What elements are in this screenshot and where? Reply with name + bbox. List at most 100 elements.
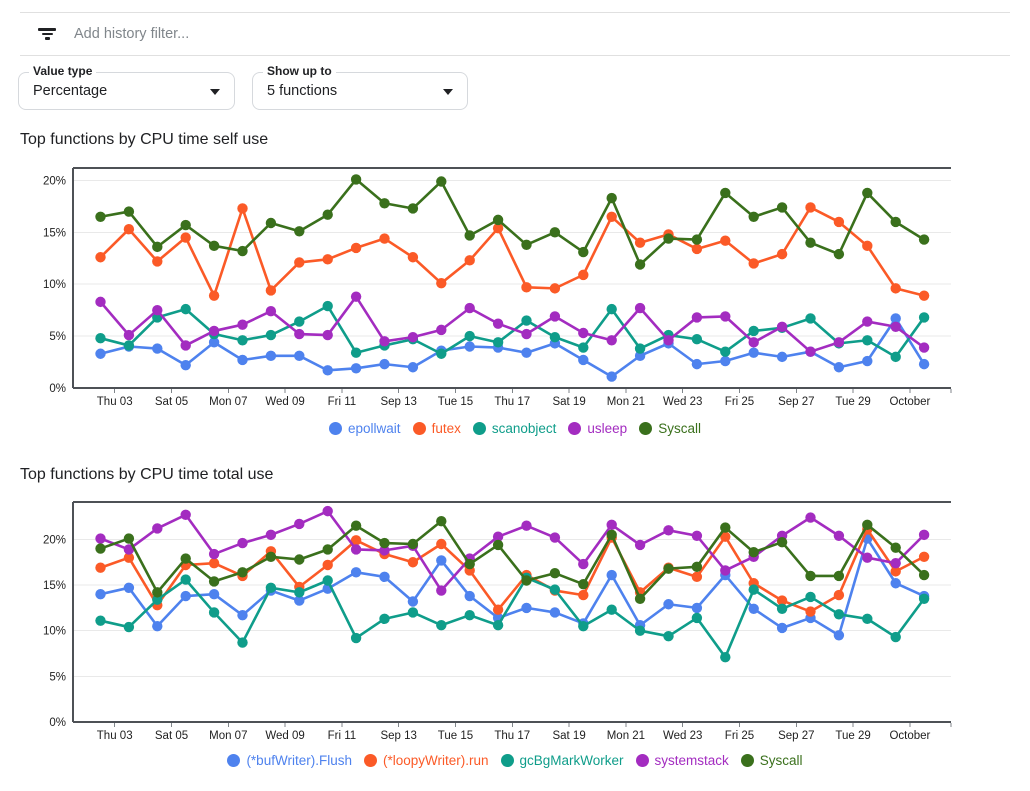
data-point[interactable]	[918, 551, 930, 562]
data-point[interactable]	[549, 584, 561, 595]
data-point[interactable]	[634, 593, 646, 604]
data-point[interactable]	[208, 290, 220, 301]
data-point[interactable]	[549, 568, 561, 579]
data-point[interactable]	[436, 176, 447, 187]
data-point[interactable]	[748, 547, 759, 558]
data-point[interactable]	[237, 335, 248, 346]
data-point[interactable]	[95, 533, 106, 544]
data-point[interactable]	[379, 198, 390, 209]
data-point[interactable]	[379, 336, 390, 347]
data-point[interactable]	[578, 246, 589, 258]
data-point[interactable]	[436, 585, 447, 596]
data-point[interactable]	[464, 302, 475, 314]
data-point[interactable]	[862, 613, 873, 625]
data-point[interactable]	[180, 340, 191, 351]
data-point[interactable]	[691, 312, 703, 323]
data-point[interactable]	[833, 570, 845, 582]
data-point[interactable]	[436, 277, 447, 289]
legend-item[interactable]: Syscall	[639, 421, 701, 436]
data-point[interactable]	[890, 216, 901, 228]
data-point[interactable]	[237, 245, 248, 257]
legend-item[interactable]: futex	[412, 421, 461, 436]
data-point[interactable]	[152, 241, 163, 253]
data-point[interactable]	[407, 203, 419, 214]
data-point[interactable]	[208, 548, 220, 560]
data-point[interactable]	[492, 337, 504, 348]
data-point[interactable]	[265, 285, 277, 296]
cpu-self-use-chart[interactable]: 0% 5% 10% 15% 20% Thu 03 Sat 05 Mon 07 Wed 09 Fri…	[0, 160, 1030, 412]
data-point[interactable]	[322, 300, 333, 312]
data-point[interactable]	[95, 562, 106, 573]
data-point[interactable]	[606, 371, 617, 382]
data-point[interactable]	[294, 257, 305, 268]
data-point[interactable]	[606, 519, 617, 531]
data-point[interactable]	[123, 206, 135, 217]
data-point[interactable]	[833, 216, 845, 228]
data-point[interactable]	[521, 239, 532, 250]
data-point[interactable]	[862, 240, 873, 252]
data-point[interactable]	[918, 358, 930, 370]
data-point[interactable]	[208, 607, 220, 618]
data-point[interactable]	[578, 589, 589, 601]
data-point[interactable]	[265, 529, 277, 541]
data-point[interactable]	[350, 242, 362, 254]
data-point[interactable]	[379, 233, 390, 244]
cpu-total-use-chart[interactable]: 0% 5% 10% 15% 20% Thu 03 Sat 05 Mon 07 Wed 09 Fri…	[0, 494, 1030, 746]
data-point[interactable]	[123, 224, 135, 235]
data-point[interactable]	[350, 347, 362, 358]
data-point[interactable]	[95, 296, 106, 308]
data-point[interactable]	[521, 282, 532, 293]
data-point[interactable]	[634, 237, 646, 248]
data-point[interactable]	[492, 539, 504, 551]
data-point[interactable]	[180, 359, 191, 371]
data-point[interactable]	[833, 337, 845, 348]
data-point[interactable]	[805, 237, 816, 248]
data-point[interactable]	[691, 612, 703, 624]
data-point[interactable]	[748, 603, 759, 615]
data-point[interactable]	[776, 202, 788, 213]
data-point[interactable]	[180, 303, 191, 315]
data-point[interactable]	[720, 522, 731, 533]
data-point[interactable]	[691, 602, 703, 614]
data-point[interactable]	[521, 575, 532, 586]
value-type-select[interactable]: Value type Percentage	[18, 64, 235, 110]
data-point[interactable]	[634, 302, 646, 314]
data-point[interactable]	[748, 584, 759, 595]
data-point[interactable]	[208, 240, 220, 252]
data-point[interactable]	[918, 529, 930, 541]
data-point[interactable]	[180, 509, 191, 520]
data-point[interactable]	[152, 587, 163, 598]
data-point[interactable]	[890, 631, 901, 643]
data-point[interactable]	[748, 211, 759, 222]
data-point[interactable]	[95, 332, 106, 344]
data-point[interactable]	[776, 536, 788, 548]
data-point[interactable]	[776, 603, 788, 615]
data-point[interactable]	[322, 559, 333, 571]
data-point[interactable]	[663, 525, 674, 536]
data-point[interactable]	[862, 519, 873, 531]
data-point[interactable]	[890, 321, 901, 332]
data-point[interactable]	[379, 545, 390, 556]
data-point[interactable]	[549, 227, 561, 238]
data-point[interactable]	[237, 567, 248, 578]
data-point[interactable]	[833, 609, 845, 620]
data-point[interactable]	[492, 531, 504, 542]
data-point[interactable]	[407, 607, 419, 618]
legend-item[interactable]: scanobject	[472, 421, 556, 436]
data-point[interactable]	[805, 606, 816, 617]
data-point[interactable]	[691, 243, 703, 255]
data-point[interactable]	[663, 563, 674, 574]
data-point[interactable]	[237, 609, 248, 621]
data-point[interactable]	[805, 346, 816, 357]
data-point[interactable]	[265, 551, 277, 562]
data-point[interactable]	[833, 530, 845, 541]
data-point[interactable]	[578, 327, 589, 339]
data-point[interactable]	[720, 346, 731, 357]
data-point[interactable]	[152, 594, 163, 605]
data-point[interactable]	[379, 358, 390, 370]
data-point[interactable]	[663, 335, 674, 346]
data-point[interactable]	[862, 316, 873, 327]
data-point[interactable]	[379, 571, 390, 583]
data-point[interactable]	[833, 630, 845, 641]
data-point[interactable]	[95, 348, 106, 359]
